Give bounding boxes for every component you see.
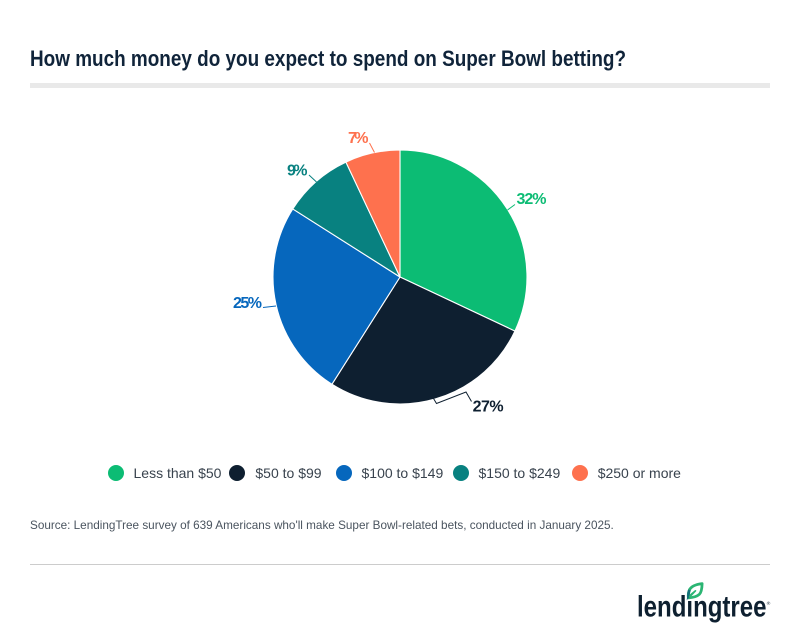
svg-text:7%: 7%	[348, 130, 369, 147]
svg-text:25%: 25%	[233, 295, 262, 312]
svg-text:9%: 9%	[287, 162, 308, 179]
svg-text:lendingtree: lendingtree	[637, 591, 767, 624]
svg-text:®: ®	[767, 600, 771, 607]
svg-text:27%: 27%	[473, 398, 504, 415]
svg-text:32%: 32%	[517, 191, 547, 208]
